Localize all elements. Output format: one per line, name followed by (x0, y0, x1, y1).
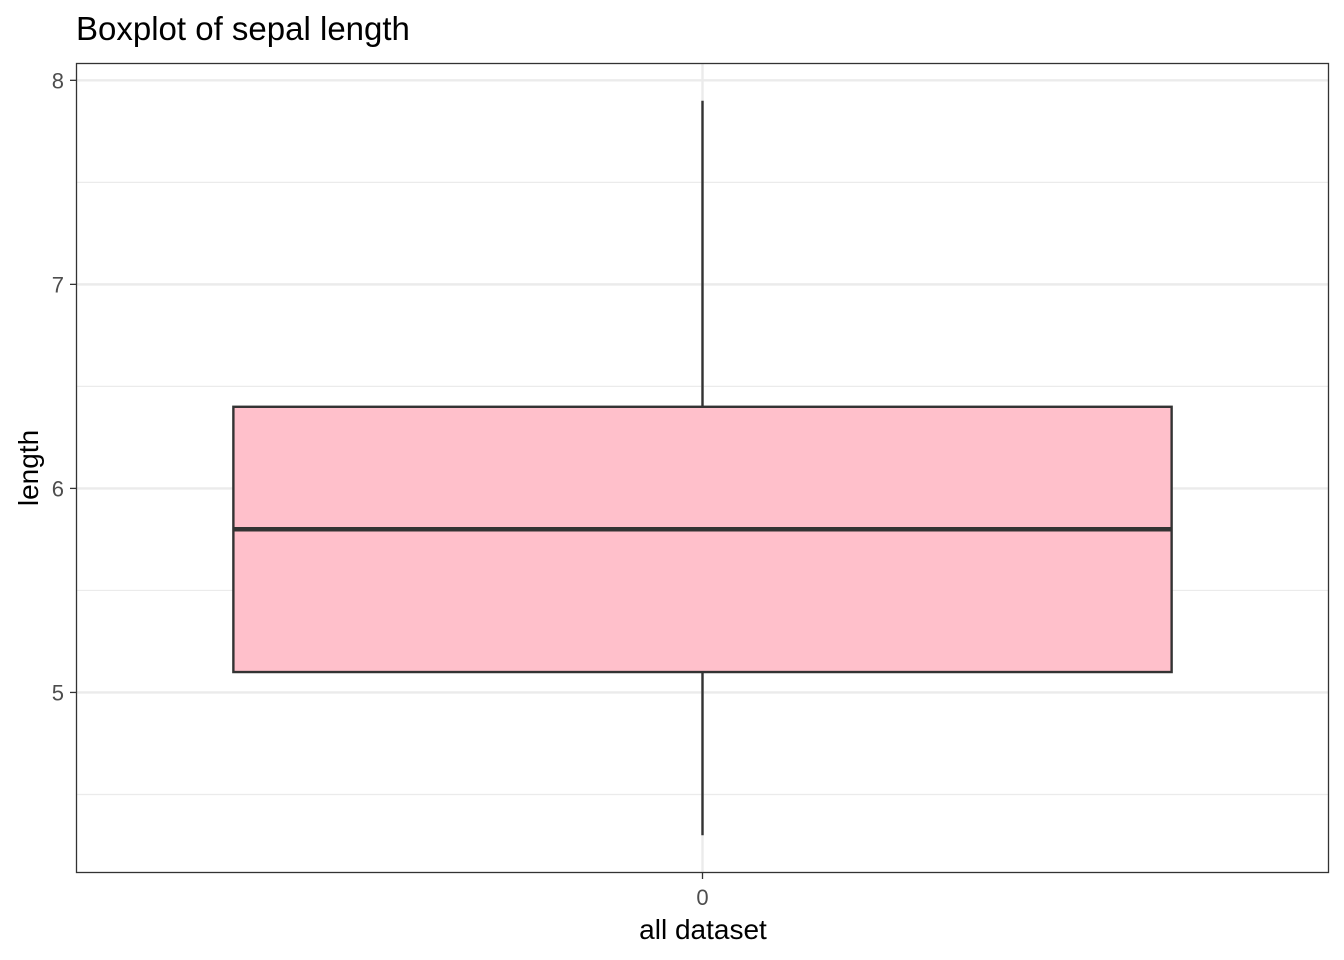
y-tick-label: 5 (52, 680, 64, 705)
y-tick-label: 8 (52, 68, 64, 93)
x-tick-label: 0 (696, 885, 708, 910)
y-tick-label: 7 (52, 272, 64, 297)
y-axis-title: length (13, 430, 44, 506)
y-tick-label: 6 (52, 476, 64, 501)
x-axis: 0 (696, 872, 709, 910)
chart-title: Boxplot of sepal length (76, 10, 410, 47)
y-axis: 5 6 7 8 (52, 68, 77, 705)
box-iqr (232, 405, 1173, 674)
box-group (232, 100, 1173, 836)
x-axis-title: all dataset (639, 914, 767, 945)
